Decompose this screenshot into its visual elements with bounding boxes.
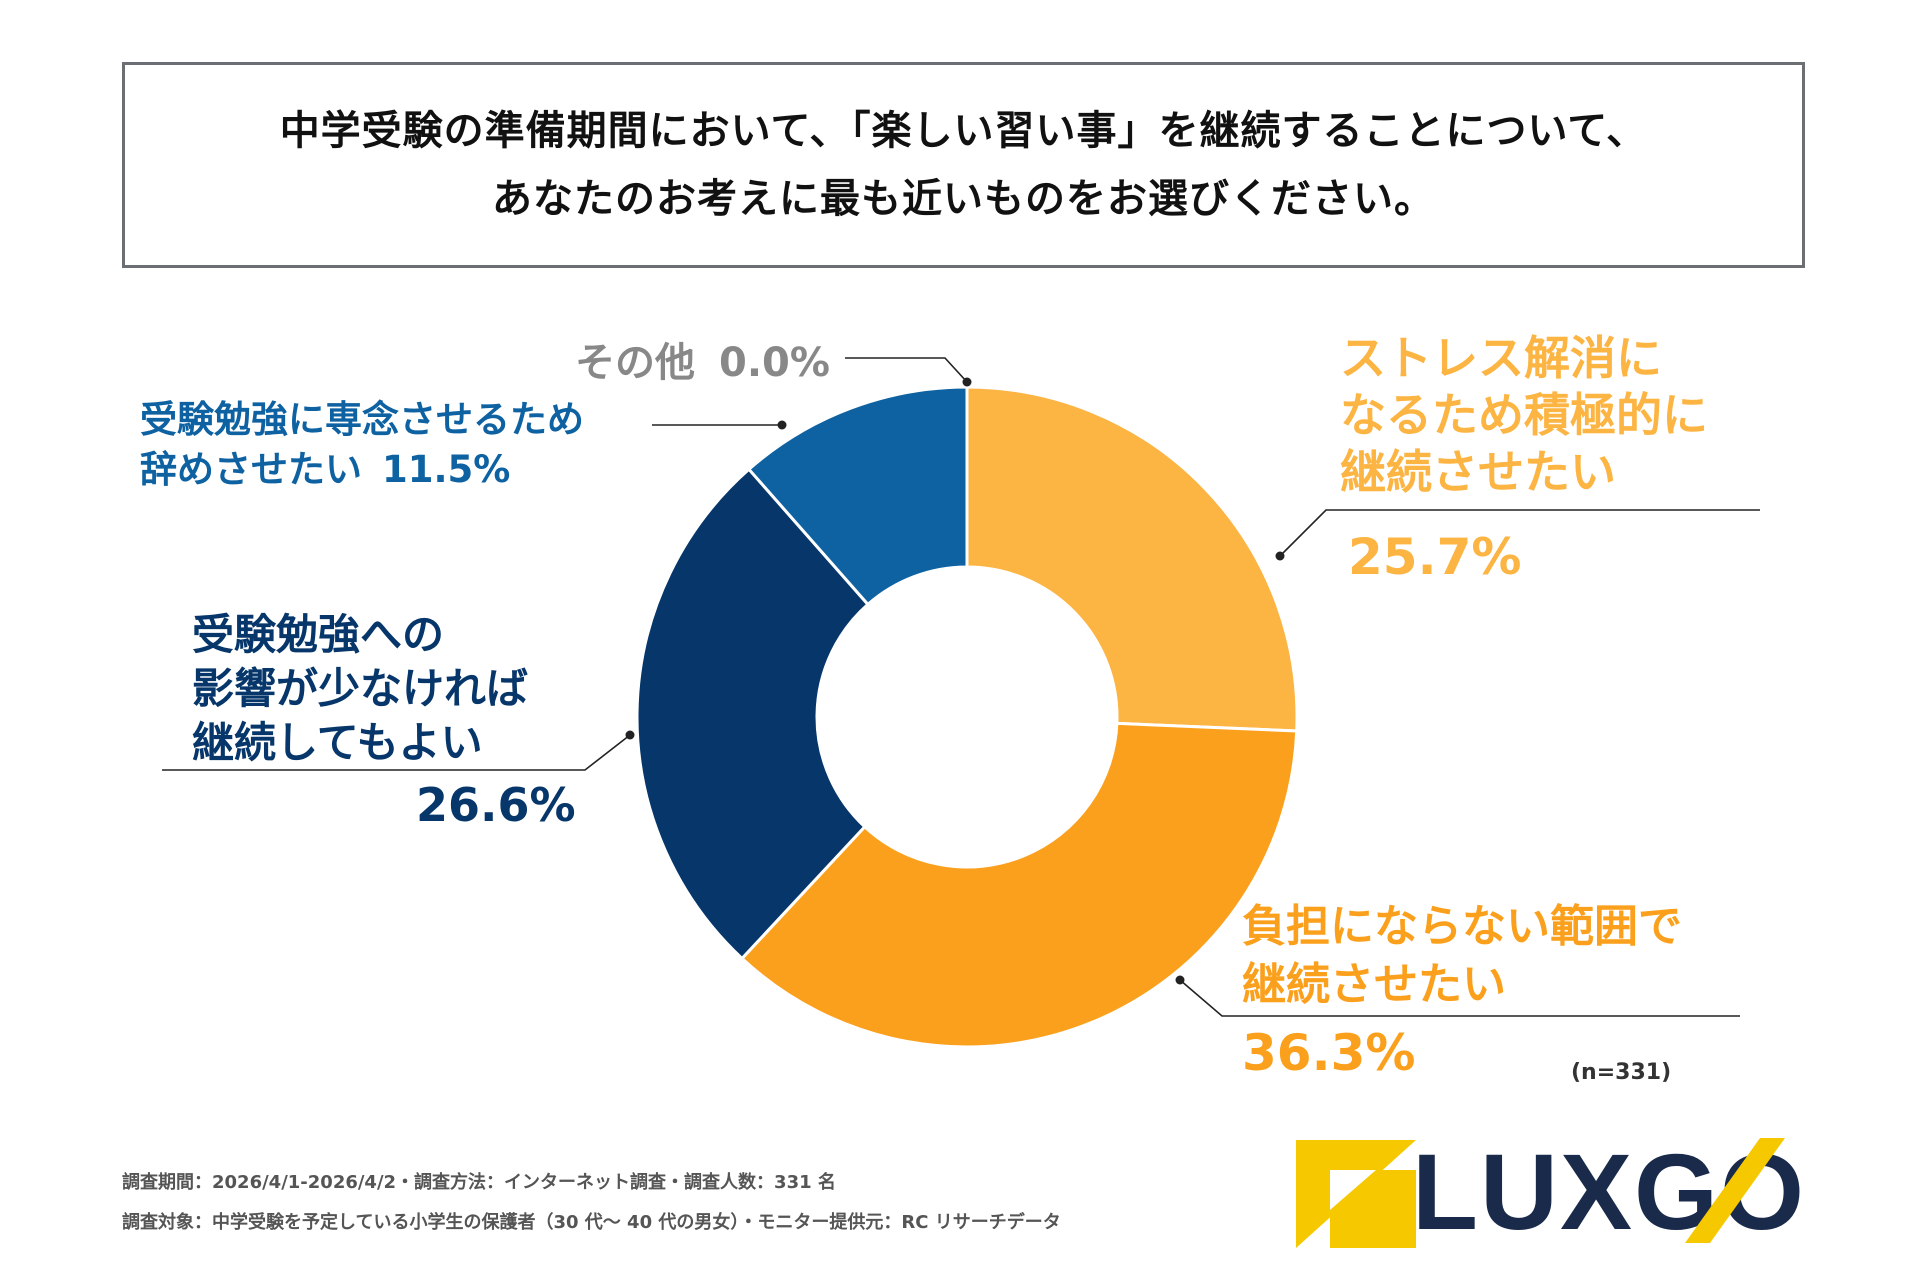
sample-size: (n=331) (1571, 1060, 1672, 1085)
label-burden-line-1: 負担にならない範囲で (1242, 901, 1682, 952)
label-quit-line-1: 受験勉強に専念させるため (140, 398, 584, 441)
label-influence-line-1: 受験勉強への (192, 610, 445, 659)
donut-slice-0 (965, 385, 1299, 733)
label-influence-line-3: 継続してもよい (192, 718, 483, 767)
label-quit: 受験勉強に専念させるため 辞めさせたい 11.5% (140, 395, 584, 495)
question-line-2: あなたのお考えに最も近いものをお選びください。 (492, 176, 1435, 222)
donut-slice-2 (635, 467, 871, 961)
label-influence-line-2: 影響が少なければ (192, 664, 529, 713)
logo-accent (1685, 1138, 1785, 1243)
leader-dot-4 (962, 377, 972, 387)
label-other: その他 0.0% (575, 330, 830, 388)
label-influence: 受験勉強への 影響が少なければ 継続してもよい (192, 608, 528, 770)
value-influence: 26.6% (416, 778, 576, 832)
label-stress-line-3: 継続させたい (1340, 445, 1616, 499)
label-quit-line-2-text: 辞めさせたい (140, 448, 362, 491)
label-stress-line-2: なるため積極的に (1340, 388, 1708, 442)
leader-dot-1 (1175, 975, 1185, 985)
label-other-text: その他 (575, 340, 695, 386)
label-burden: 負担にならない範囲で 継続させたい (1242, 898, 1682, 1014)
logo-mark (1296, 1140, 1416, 1248)
value-quit: 11.5% (382, 448, 511, 491)
label-stress: ストレス解消に なるため積極的に 継続させたい (1340, 330, 1708, 501)
value-stress: 25.7% (1348, 528, 1522, 586)
question-box: 中学受験の準備期間において、「楽しい習い事」を継続することについて、 あなたのお… (122, 62, 1805, 268)
leader-dot-3 (777, 420, 787, 430)
logo-mark-cut (1330, 1170, 1376, 1210)
leader-dot-2 (625, 730, 635, 740)
value-other: 0.0% (719, 340, 830, 386)
leader-line-1 (1179, 979, 1740, 1017)
leader-line-0 (1279, 509, 1760, 557)
donut-slice-1 (739, 721, 1299, 1049)
leader-dot-0 (1275, 551, 1285, 561)
value-burden: 36.3% (1242, 1024, 1416, 1082)
footer-line-2: 調査対象：中学受験を予定している小学生の保護者（30 代〜 40 代の男女）・モ… (122, 1212, 1061, 1233)
logo-accent-stroke (1685, 1138, 1785, 1243)
label-stress-line-1: ストレス解消に (1340, 331, 1662, 385)
footer-line-1: 調査期間：2026/4/1-2026/4/2・調査方法：インターネット調査・調査… (122, 1172, 836, 1193)
question-line-1: 中学受験の準備期間において、「楽しい習い事」を継続することについて、 (279, 108, 1648, 154)
leader-line-2 (162, 734, 631, 771)
label-burden-line-2: 継続させたい (1242, 959, 1506, 1010)
label-quit-line-2: 辞めさせたい 11.5% (140, 445, 584, 495)
donut-slice-3 (746, 385, 969, 607)
leader-line-4 (845, 357, 968, 383)
